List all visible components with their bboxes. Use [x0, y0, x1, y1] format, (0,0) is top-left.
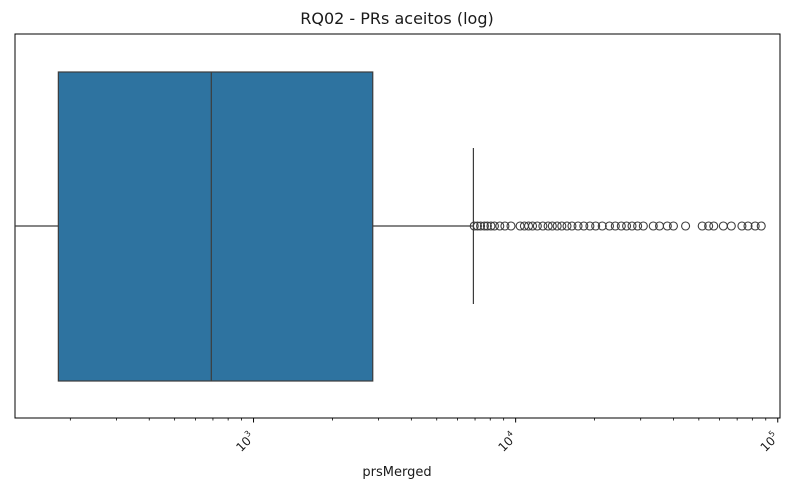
outlier-point	[479, 221, 489, 231]
outlier-point	[638, 221, 648, 231]
x-tick-label: 103	[232, 429, 258, 455]
outlier-point	[538, 221, 548, 231]
outlier-point	[482, 221, 492, 231]
outlier-point	[750, 221, 760, 231]
outlier-point	[597, 221, 607, 231]
x-tick-label-exponent: 5	[767, 429, 777, 439]
iqr-box	[57, 71, 374, 382]
outlier-point	[486, 221, 496, 231]
outlier-point	[622, 221, 632, 231]
outlier-point	[681, 221, 691, 231]
outlier-point	[737, 221, 747, 231]
outlier-point	[662, 221, 672, 231]
outlier-point	[627, 221, 637, 231]
outlier-point	[585, 221, 595, 231]
outlier-point	[709, 221, 719, 231]
outlier-point	[648, 221, 658, 231]
outlier-point	[500, 221, 510, 231]
outlier-point	[469, 221, 479, 231]
outlier-point	[743, 221, 753, 231]
outlier-point	[476, 221, 486, 231]
outlier-point	[573, 221, 583, 231]
outlier-point	[523, 221, 534, 231]
outlier-point	[604, 221, 615, 231]
outlier-point	[756, 221, 766, 231]
outlier-point	[472, 221, 483, 231]
outlier-point	[718, 221, 728, 231]
x-tick-label-exponent: 4	[505, 429, 515, 439]
outlier-point	[726, 221, 736, 231]
x-axis-label: prsMerged	[362, 465, 431, 480]
outlier-point	[547, 221, 557, 231]
outlier-point	[697, 221, 707, 231]
outlier-point	[633, 221, 643, 231]
outlier-point	[527, 221, 538, 231]
outlier-point	[616, 221, 626, 231]
outlier-point	[506, 221, 516, 231]
outlier-point	[704, 221, 714, 231]
outlier-point	[562, 221, 572, 231]
outlier-point	[557, 221, 567, 231]
outlier-point	[567, 221, 577, 231]
plot-area	[15, 71, 766, 382]
chart-title: RQ02 - PRs aceitos (log)	[300, 9, 493, 28]
outlier-point	[668, 221, 678, 231]
x-tick-label: 105	[756, 429, 782, 455]
outlier-point	[610, 221, 620, 231]
outlier-point	[495, 221, 505, 231]
outlier-point	[489, 221, 499, 231]
outlier-point	[552, 221, 562, 231]
x-tick-label: 104	[494, 429, 520, 455]
outlier-point	[591, 221, 601, 231]
outlier-point	[532, 221, 542, 231]
outlier-point	[579, 221, 589, 231]
x-tick-label-base: 10	[233, 434, 254, 455]
x-tick-label-exponent: 3	[243, 429, 253, 439]
outlier-point	[543, 221, 553, 231]
